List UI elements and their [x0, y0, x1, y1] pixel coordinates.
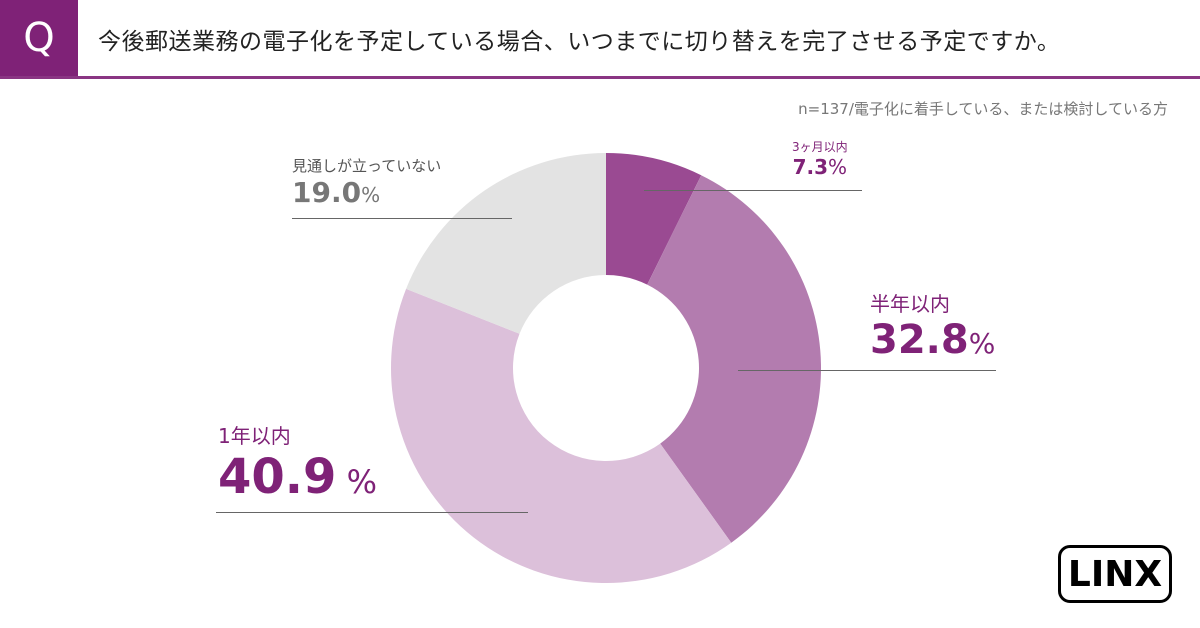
leader-line — [644, 190, 862, 191]
value-label: 19.0 — [292, 176, 362, 209]
label-3months: 3ヶ月以内 7.3% — [792, 138, 848, 179]
question-title: 今後郵送業務の電子化を予定している場合、いつまでに切り替えを完了させる予定ですか… — [98, 29, 1061, 55]
value-label: 32.8 — [870, 317, 969, 363]
category-label: 1年以内 — [218, 424, 291, 448]
leader-line — [738, 370, 996, 371]
value-label: 7.3 — [792, 155, 829, 179]
unit-label: % — [361, 183, 381, 207]
value-label: 40.9 — [218, 449, 337, 505]
category-label: 見通しが立っていない — [292, 157, 442, 175]
sample-note: n=137/電子化に着手している、または検討している方 — [798, 100, 1168, 118]
header-rule — [0, 76, 1200, 79]
leader-line — [216, 512, 528, 513]
leader-line — [292, 218, 512, 219]
donut-slice-2 — [391, 288, 732, 583]
unit-label: % — [828, 155, 848, 179]
label-undecided: 見通しが立っていない 19.0% — [292, 155, 441, 209]
label-half-year: 半年以内 32.8% — [870, 288, 995, 363]
donut-slice-0 — [606, 153, 702, 285]
donut-slice-1 — [647, 175, 821, 543]
category-label: 半年以内 — [870, 292, 950, 316]
unit-label: % — [346, 463, 378, 501]
donut-slice-3 — [406, 153, 606, 334]
question-badge: Q — [0, 0, 78, 76]
category-label: 3ヶ月以内 — [792, 140, 848, 154]
unit-label: % — [968, 327, 996, 360]
label-1year: 1年以内 40.9 % — [218, 420, 377, 505]
linx-logo: LINX — [1058, 545, 1172, 603]
